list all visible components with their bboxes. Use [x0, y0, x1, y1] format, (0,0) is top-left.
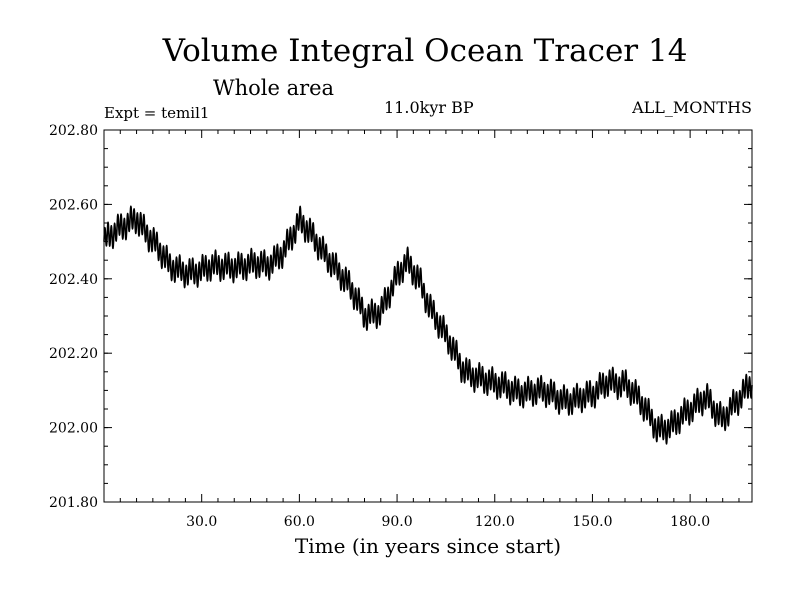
x-tick-label: 60.0: [284, 514, 315, 530]
x-tick-label: 180.0: [670, 514, 710, 530]
y-tick-label: 202.60: [49, 197, 98, 213]
months-label: ALL_MONTHS: [632, 98, 752, 117]
x-tick-label: 30.0: [186, 514, 217, 530]
x-tick-label: 90.0: [381, 514, 412, 530]
x-tick-label: 150.0: [572, 514, 612, 530]
y-tick-label: 202.20: [49, 346, 98, 362]
y-tick-label: 202.80: [49, 123, 98, 139]
y-tick-label: 202.00: [49, 421, 98, 437]
plot-frame: [103, 129, 753, 503]
period-label: 11.0kyr BP: [384, 98, 474, 117]
chart-title: Volume Integral Ocean Tracer 14: [162, 33, 688, 69]
axis-ticks: 201.80 202.00 202.20 202.40 202.60 202.80 30.0…: [49, 123, 752, 530]
y-tick-label: 202.40: [49, 272, 98, 288]
chart-subtitle: Whole area: [213, 76, 335, 100]
experiment-label: Expt = temil1: [104, 104, 210, 122]
y-tick-label: 201.80: [49, 495, 98, 511]
x-tick-label: 120.0: [475, 514, 515, 530]
series-line: [103, 205, 753, 445]
series-group: [103, 205, 753, 445]
x-axis-label: Time (in years since start): [294, 534, 562, 558]
